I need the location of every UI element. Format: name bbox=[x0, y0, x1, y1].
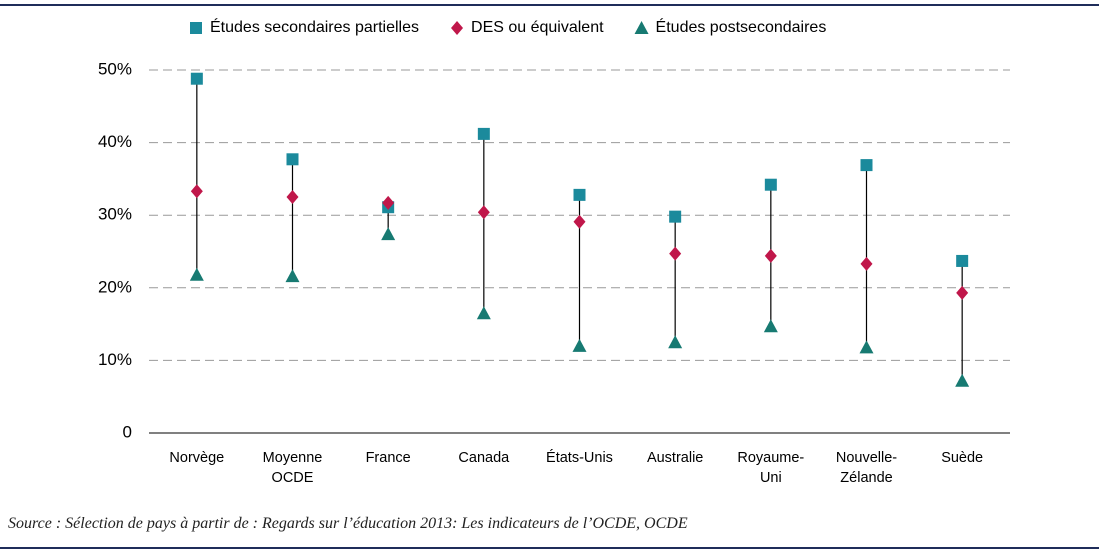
x-tick-label: Suède bbox=[941, 450, 984, 466]
x-tick-label: États-Unis bbox=[546, 450, 613, 466]
y-tick-label: 30% bbox=[98, 205, 132, 224]
x-tick-label: Norvège bbox=[169, 450, 225, 466]
triangle-marker bbox=[668, 335, 683, 349]
legend-label: Études postsecondaires bbox=[656, 17, 827, 36]
square-marker bbox=[956, 254, 969, 267]
square-marker bbox=[190, 72, 203, 85]
legend-marker bbox=[190, 22, 202, 34]
x-tick-label: Moyenne OCDE bbox=[262, 450, 323, 486]
triangle-marker bbox=[285, 269, 300, 283]
y-tick-label: 10% bbox=[98, 350, 132, 369]
diamond-marker bbox=[764, 248, 777, 263]
square-marker bbox=[764, 178, 777, 191]
diamond-marker bbox=[669, 246, 682, 261]
square-marker bbox=[860, 159, 873, 172]
x-tick-label: France bbox=[365, 450, 411, 466]
x-tick-label: Royaume-Uni bbox=[737, 450, 805, 486]
diamond-marker bbox=[286, 190, 299, 205]
diamond-marker bbox=[956, 285, 969, 300]
legend-marker bbox=[634, 21, 649, 34]
legend-marker bbox=[451, 21, 464, 35]
legend-label: Études secondaires partielles bbox=[210, 17, 419, 36]
y-tick-label: 0 bbox=[123, 422, 132, 441]
square-marker bbox=[286, 153, 299, 166]
source-note: Source : Sélection de pays à partir de :… bbox=[8, 515, 688, 532]
diamond-marker bbox=[860, 256, 873, 271]
diamond-marker bbox=[382, 195, 395, 210]
x-tick-label: Nouvelle-Zélande bbox=[835, 450, 898, 486]
square-marker bbox=[477, 127, 490, 140]
diamond-marker bbox=[190, 184, 203, 199]
y-tick-label: 50% bbox=[98, 59, 132, 78]
triangle-marker bbox=[859, 340, 874, 354]
triangle-marker bbox=[381, 227, 396, 241]
square-marker bbox=[669, 210, 682, 223]
square-marker bbox=[573, 188, 586, 201]
y-tick-label: 20% bbox=[98, 277, 132, 296]
triangle-marker bbox=[955, 373, 970, 387]
triangle-marker bbox=[189, 267, 204, 281]
x-tick-label: Australie bbox=[646, 450, 704, 466]
diamond-marker bbox=[477, 205, 490, 220]
triangle-marker bbox=[476, 306, 491, 320]
y-tick-label: 40% bbox=[98, 132, 132, 151]
x-tick-label: Canada bbox=[458, 450, 510, 466]
diamond-marker bbox=[573, 214, 586, 229]
triangle-marker bbox=[572, 338, 587, 352]
legend-label: DES ou équivalent bbox=[471, 19, 604, 36]
triangle-marker bbox=[763, 319, 778, 333]
